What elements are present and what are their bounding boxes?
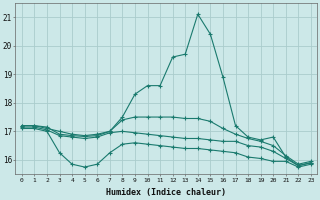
X-axis label: Humidex (Indice chaleur): Humidex (Indice chaleur) [106, 188, 226, 197]
